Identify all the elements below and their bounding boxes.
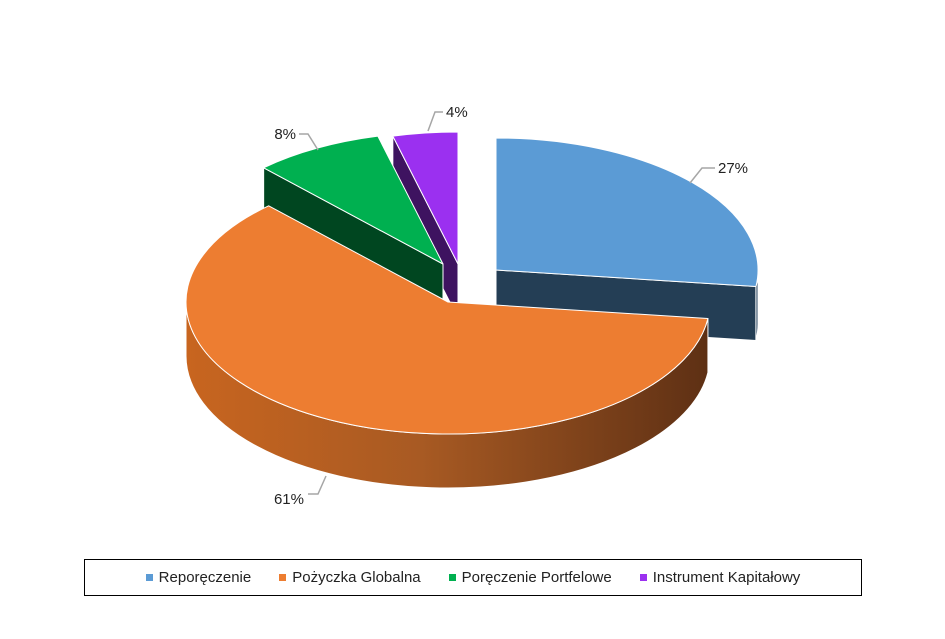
- legend-label-reporeczenie: Reporęczenie: [158, 569, 252, 586]
- legend-label-pozyczka-globalna: Pożyczka Globalna: [292, 569, 421, 586]
- data-label-reporeczenie: 27%: [718, 160, 748, 177]
- legend-item-pozyczka-globalna: Pożyczka Globalna: [279, 569, 421, 586]
- legend-label-poreczenie-portfelowe: Poręczenie Portfelowe: [461, 569, 612, 586]
- legend-swatch-instrument-kapitalowy: [639, 574, 647, 581]
- legend-item-instrument-kapitalowy: Instrument Kapitałowy: [639, 569, 801, 586]
- legend-swatch-pozyczka-globalna: [279, 574, 287, 581]
- pie-slice-instrument-kapitalowy: [392, 131, 459, 265]
- pie-slice-pozyczka-globalna: [185, 205, 709, 435]
- pie-slice-reporeczenie: [495, 137, 759, 288]
- legend-label-instrument-kapitalowy: Instrument Kapitałowy: [652, 569, 801, 586]
- leader-line-reporeczenie: [689, 167, 715, 184]
- data-label-pozyczka-globalna: 61%: [274, 491, 304, 508]
- legend-swatch-poreczenie-portfelowe: [448, 574, 456, 581]
- leader-line-poreczenie-portfelowe: [299, 133, 319, 151]
- leader-line-instrument-kapitalowy: [427, 111, 443, 132]
- leader-line-pozyczka-globalna: [308, 475, 327, 495]
- data-label-poreczenie-portfelowe: 8%: [274, 126, 296, 143]
- legend-swatch-reporeczenie: [145, 574, 153, 581]
- data-label-instrument-kapitalowy: 4%: [446, 104, 468, 121]
- legend-item-poreczenie-portfelowe: Poręczenie Portfelowe: [448, 569, 612, 586]
- legend: Reporęczenie Pożyczka Globalna Poręczenie …: [84, 559, 862, 596]
- legend-item-reporeczenie: Reporęczenie: [145, 569, 252, 586]
